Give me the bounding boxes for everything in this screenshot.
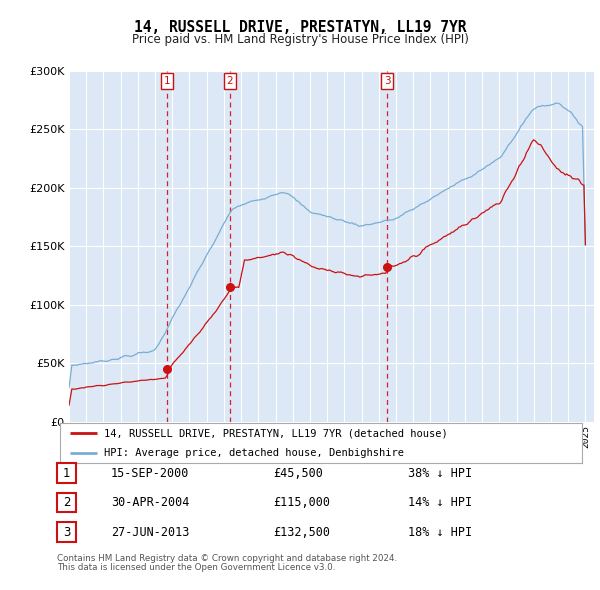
Text: 14, RUSSELL DRIVE, PRESTATYN, LL19 7YR: 14, RUSSELL DRIVE, PRESTATYN, LL19 7YR — [134, 20, 466, 35]
Text: 30-APR-2004: 30-APR-2004 — [111, 496, 190, 509]
Text: This data is licensed under the Open Government Licence v3.0.: This data is licensed under the Open Gov… — [57, 563, 335, 572]
Text: 3: 3 — [384, 76, 391, 86]
Text: £45,500: £45,500 — [273, 467, 323, 480]
Text: £132,500: £132,500 — [273, 526, 330, 539]
Text: 1: 1 — [164, 76, 170, 86]
Text: Contains HM Land Registry data © Crown copyright and database right 2024.: Contains HM Land Registry data © Crown c… — [57, 553, 397, 563]
Text: 2: 2 — [63, 496, 70, 509]
Text: 1: 1 — [63, 467, 70, 480]
Text: 14, RUSSELL DRIVE, PRESTATYN, LL19 7YR (detached house): 14, RUSSELL DRIVE, PRESTATYN, LL19 7YR (… — [104, 428, 448, 438]
Text: 27-JUN-2013: 27-JUN-2013 — [111, 526, 190, 539]
Text: 3: 3 — [63, 526, 70, 539]
Text: HPI: Average price, detached house, Denbighshire: HPI: Average price, detached house, Denb… — [104, 448, 404, 458]
Text: 2: 2 — [226, 76, 233, 86]
Text: 15-SEP-2000: 15-SEP-2000 — [111, 467, 190, 480]
Text: £115,000: £115,000 — [273, 496, 330, 509]
Text: Price paid vs. HM Land Registry's House Price Index (HPI): Price paid vs. HM Land Registry's House … — [131, 33, 469, 46]
Text: 38% ↓ HPI: 38% ↓ HPI — [408, 467, 472, 480]
Text: 14% ↓ HPI: 14% ↓ HPI — [408, 496, 472, 509]
Text: 18% ↓ HPI: 18% ↓ HPI — [408, 526, 472, 539]
